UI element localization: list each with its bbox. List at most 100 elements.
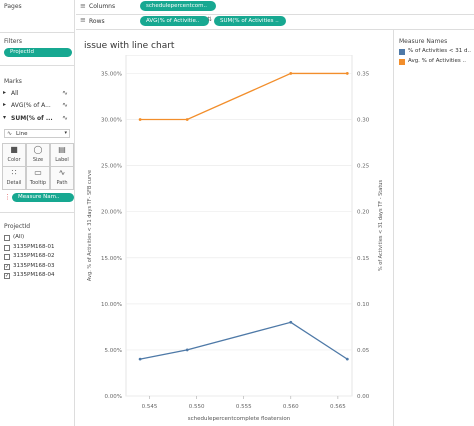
path-label: Path	[56, 180, 68, 186]
y-tick-label-left: 35.00%	[101, 71, 122, 77]
y-tick-label-right: 0.25	[357, 164, 370, 170]
y-tick-label-right: 0.15	[357, 256, 370, 262]
data-point	[185, 118, 189, 121]
color-dots-icon: ⋮	[4, 193, 11, 201]
line-chart-icon: ∿	[62, 89, 68, 97]
y-tick-label-right: 0.00	[357, 394, 370, 400]
data-point	[138, 118, 142, 121]
rows-label: Rows	[89, 18, 105, 25]
y-tick-label-left: 25.00%	[101, 164, 122, 170]
mark-type-label: Line	[16, 131, 28, 137]
filter-checkbox[interactable]	[4, 254, 10, 260]
rows-shelf[interactable]: ≡ Rows AVG(% of Activitie.. ⇅ SUM(% of A…	[78, 15, 472, 28]
rows-pill-avg[interactable]: AVG(% of Activitie..	[140, 16, 209, 26]
legend-swatch	[399, 49, 405, 55]
filter-checkbox[interactable]	[4, 235, 10, 241]
columns-pill[interactable]: schedulepercentcom..	[140, 1, 216, 11]
y-tick-label-right: 0.35	[357, 71, 370, 77]
y-tick-label-left: 10.00%	[101, 302, 122, 308]
data-point	[289, 72, 293, 75]
tooltip-button[interactable]: ▭ Tooltip	[26, 166, 50, 190]
legend-label: Avg. % of Activities ..	[408, 58, 467, 64]
marks-row-sum[interactable]: ▾ SUM(% of ... ∿	[0, 114, 74, 124]
tooltip-label: Tooltip	[29, 180, 47, 186]
detail-button[interactable]: ∷ Detail	[2, 166, 26, 190]
y-tick-label-right: 0.10	[357, 302, 370, 308]
y-tick-label-left: 15.00%	[101, 256, 122, 262]
legend-title: Measure Names	[399, 38, 448, 45]
marks-row-label: SUM(% of ...	[11, 115, 53, 122]
mark-type-dropdown[interactable]: ∿ Line ▾	[4, 129, 70, 138]
y-axis-title-left: Avg. % of Activities < 31 days TF- SFB c…	[87, 170, 93, 281]
filter-checkbox[interactable]	[4, 244, 10, 251]
x-tick-label: 0.555	[236, 404, 252, 410]
size-label: Size	[32, 157, 44, 163]
marks-row-label: AVG(% of A...	[11, 102, 51, 109]
rows-pill-sum[interactable]: SUM(% of Activities ..	[214, 16, 286, 26]
x-tick-label: 0.565	[330, 404, 346, 410]
label-icon: ▤	[58, 145, 66, 154]
filter-checkbox[interactable]: ✓	[4, 263, 10, 270]
detail-icon: ∷	[11, 168, 17, 177]
chart-svg: 0.00% 0.00 5.00% 0.05 10.00% 0.10 15.00% 0.15 20…	[87, 55, 384, 422]
data-point	[345, 72, 349, 75]
filter-item-label: (All)	[13, 234, 25, 240]
legend-item[interactable]: Avg. % of Activities ..	[399, 58, 472, 66]
y-axis-title-right: % of Activities < 31 days TF - Status	[378, 180, 384, 272]
filter-item-label: 3135PM168-04	[13, 272, 55, 278]
x-tick-label: 0.550	[189, 404, 205, 410]
line-chart-icon: ∿	[7, 130, 13, 137]
data-point	[345, 357, 349, 361]
label-button[interactable]: ▤ Label	[50, 143, 74, 167]
y-tick-label-left: 5.00%	[105, 348, 122, 354]
tooltip-icon: ▭	[34, 168, 42, 177]
legend-swatch	[399, 59, 405, 65]
rows-icon: ≡	[80, 16, 86, 24]
size-icon: ◯	[33, 145, 43, 154]
columns-shelf[interactable]: ≡ Columns schedulepercentcom..	[78, 0, 472, 13]
data-point	[185, 348, 189, 352]
marks-row-avg[interactable]: ▸ AVG(% of A... ∿	[0, 101, 74, 111]
marks-row-all[interactable]: ▸ All ∿	[0, 89, 74, 99]
line-chart-icon: ∿	[62, 114, 68, 122]
dual-axis-icon: ⇅	[207, 16, 213, 23]
filter-item-label: 3135PM168-01	[13, 243, 55, 250]
columns-icon: ≡	[80, 2, 86, 10]
color-button[interactable]: ■ Color	[2, 143, 26, 167]
y-tick-label-right: 0.30	[357, 118, 370, 124]
color-label: Color	[7, 157, 21, 163]
path-button[interactable]: ∿ Path	[50, 166, 74, 190]
chart-title: issue with line chart	[84, 41, 175, 51]
y-tick-label-left: 0.00%	[105, 394, 122, 400]
data-point	[289, 320, 293, 324]
data-point	[138, 357, 142, 361]
detail-label: Detail	[6, 180, 22, 186]
marks-title: Marks	[4, 78, 22, 85]
filter-item-label: 3135PM168-02	[13, 253, 55, 259]
x-axis-title: schedulepercentcomplete floatersion	[188, 416, 291, 422]
pages-label: Pages	[4, 3, 22, 10]
x-tick-label: 0.560	[283, 404, 299, 410]
y-tick-label-left: 30.00%	[101, 118, 122, 124]
size-button[interactable]: ◯ Size	[26, 143, 50, 167]
filter-pill-projectid[interactable]: ProjectId	[4, 48, 72, 57]
expand-icon: ▸	[3, 89, 7, 96]
line-chart-icon: ∿	[62, 101, 68, 109]
measure-names-pill[interactable]: Measure Nam..	[12, 193, 74, 202]
path-icon: ∿	[58, 168, 66, 177]
expand-icon: ▸	[3, 101, 7, 108]
filter-checkbox[interactable]: ✓	[4, 273, 10, 279]
collapse-icon: ▾	[3, 114, 7, 121]
legend-item[interactable]: % of Activities < 31 d..	[399, 48, 472, 56]
plot-area	[125, 55, 353, 397]
color-icon: ■	[10, 145, 18, 154]
y-tick-label-left: 20.00%	[101, 210, 122, 216]
label-label: Label	[55, 157, 69, 163]
filter-item-label: 3135PM168-03	[13, 262, 55, 269]
pages-shelf[interactable]: Pages	[0, 0, 72, 30]
y-tick-label-right: 0.05	[357, 348, 370, 354]
y-tick-label-right: 0.20	[357, 210, 370, 216]
x-tick-label: 0.545	[142, 404, 158, 410]
series-line	[140, 321, 348, 360]
legend-label: % of Activities < 31 d..	[408, 48, 471, 54]
